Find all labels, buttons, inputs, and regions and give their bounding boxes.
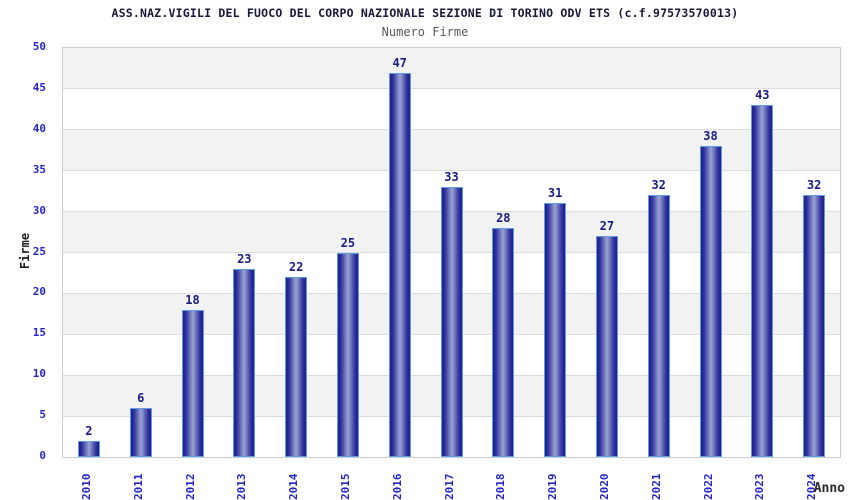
bar [492,227,515,457]
bar-value-label: 22 [288,260,304,275]
x-tick-label: 2019 [546,473,560,500]
bar-value-label: 31 [547,186,563,201]
bar-value-label: 32 [806,178,822,193]
bar-value-label: 28 [496,210,511,225]
bar [595,236,618,457]
bar-value-label: 2 [85,423,93,438]
bar-value-label: 25 [340,235,356,250]
bar-value-label: 47 [392,55,407,70]
y-tick-label: 50 [32,40,46,53]
x-tick-label: 2013 [235,473,249,500]
bar [388,72,411,457]
x-tick-label: 2011 [131,473,145,500]
bar-value-label: 33 [444,170,459,185]
x-tick-label: 2022 [701,473,715,500]
y-tick-label: 5 [39,408,46,422]
x-tick-label: 2010 [79,473,93,500]
chart-subtitle: Numero Firme [381,25,469,39]
x-tick-label: 2016 [390,473,404,500]
y-tick-label: 15 [32,326,46,340]
bar [285,277,308,457]
x-tick-label: 2017 [442,473,456,500]
x-tick-label: 2018 [494,473,508,500]
chart-title: ASS.NAZ.VIGILI DEL FUOCO DEL CORPO NAZIO… [111,6,739,20]
bar [647,195,670,457]
bar [77,440,100,457]
x-tick-label: 2020 [597,473,611,500]
y-tick-label: 20 [32,285,46,299]
bar-value-label: 32 [651,178,666,193]
bar-value-label: 6 [137,390,145,405]
bar [699,146,722,457]
bar [181,309,204,457]
y-tick-label: 10 [32,367,46,381]
gridline [63,88,840,90]
bar [751,105,774,457]
x-tick-label: 2014 [287,473,301,500]
x-tick-label: 2021 [649,473,663,500]
x-tick-label: 2023 [753,473,767,500]
y-tick-label: 25 [32,244,46,258]
y-tick-label: 35 [32,162,46,176]
bar-value-label: 38 [703,129,718,144]
bar [336,252,359,457]
y-axis-tick-labels: 0 5 10 15 20 25 30 35 40 45 50 [0,40,50,462]
bar-value-label: 27 [599,219,615,234]
x-tick-label: 2012 [183,473,197,500]
x-axis-tick-labels: 2010 2011 2012 2013 2014 2015 2016 2017 2018 2019… [62,462,839,500]
y-tick-label: 40 [32,121,46,135]
bar [233,268,256,457]
bar-value-label: 23 [237,251,252,266]
gridline [63,170,840,172]
x-axis-title: Anno [813,481,845,496]
bar [129,407,152,457]
bar-value-label: 43 [755,88,770,103]
bar [803,195,826,457]
bar-value-label: 18 [185,292,200,307]
y-tick-label: 0 [39,449,46,462]
bar [440,187,463,457]
y-tick-label: 45 [32,80,46,94]
y-tick-label: 30 [32,203,46,217]
x-tick-label: 2015 [338,473,352,500]
bar [544,203,567,457]
gridline [63,129,840,131]
plot-area: 2 6 18 23 22 25 47 33 28 31 27 32 38 43 32 [62,47,841,458]
